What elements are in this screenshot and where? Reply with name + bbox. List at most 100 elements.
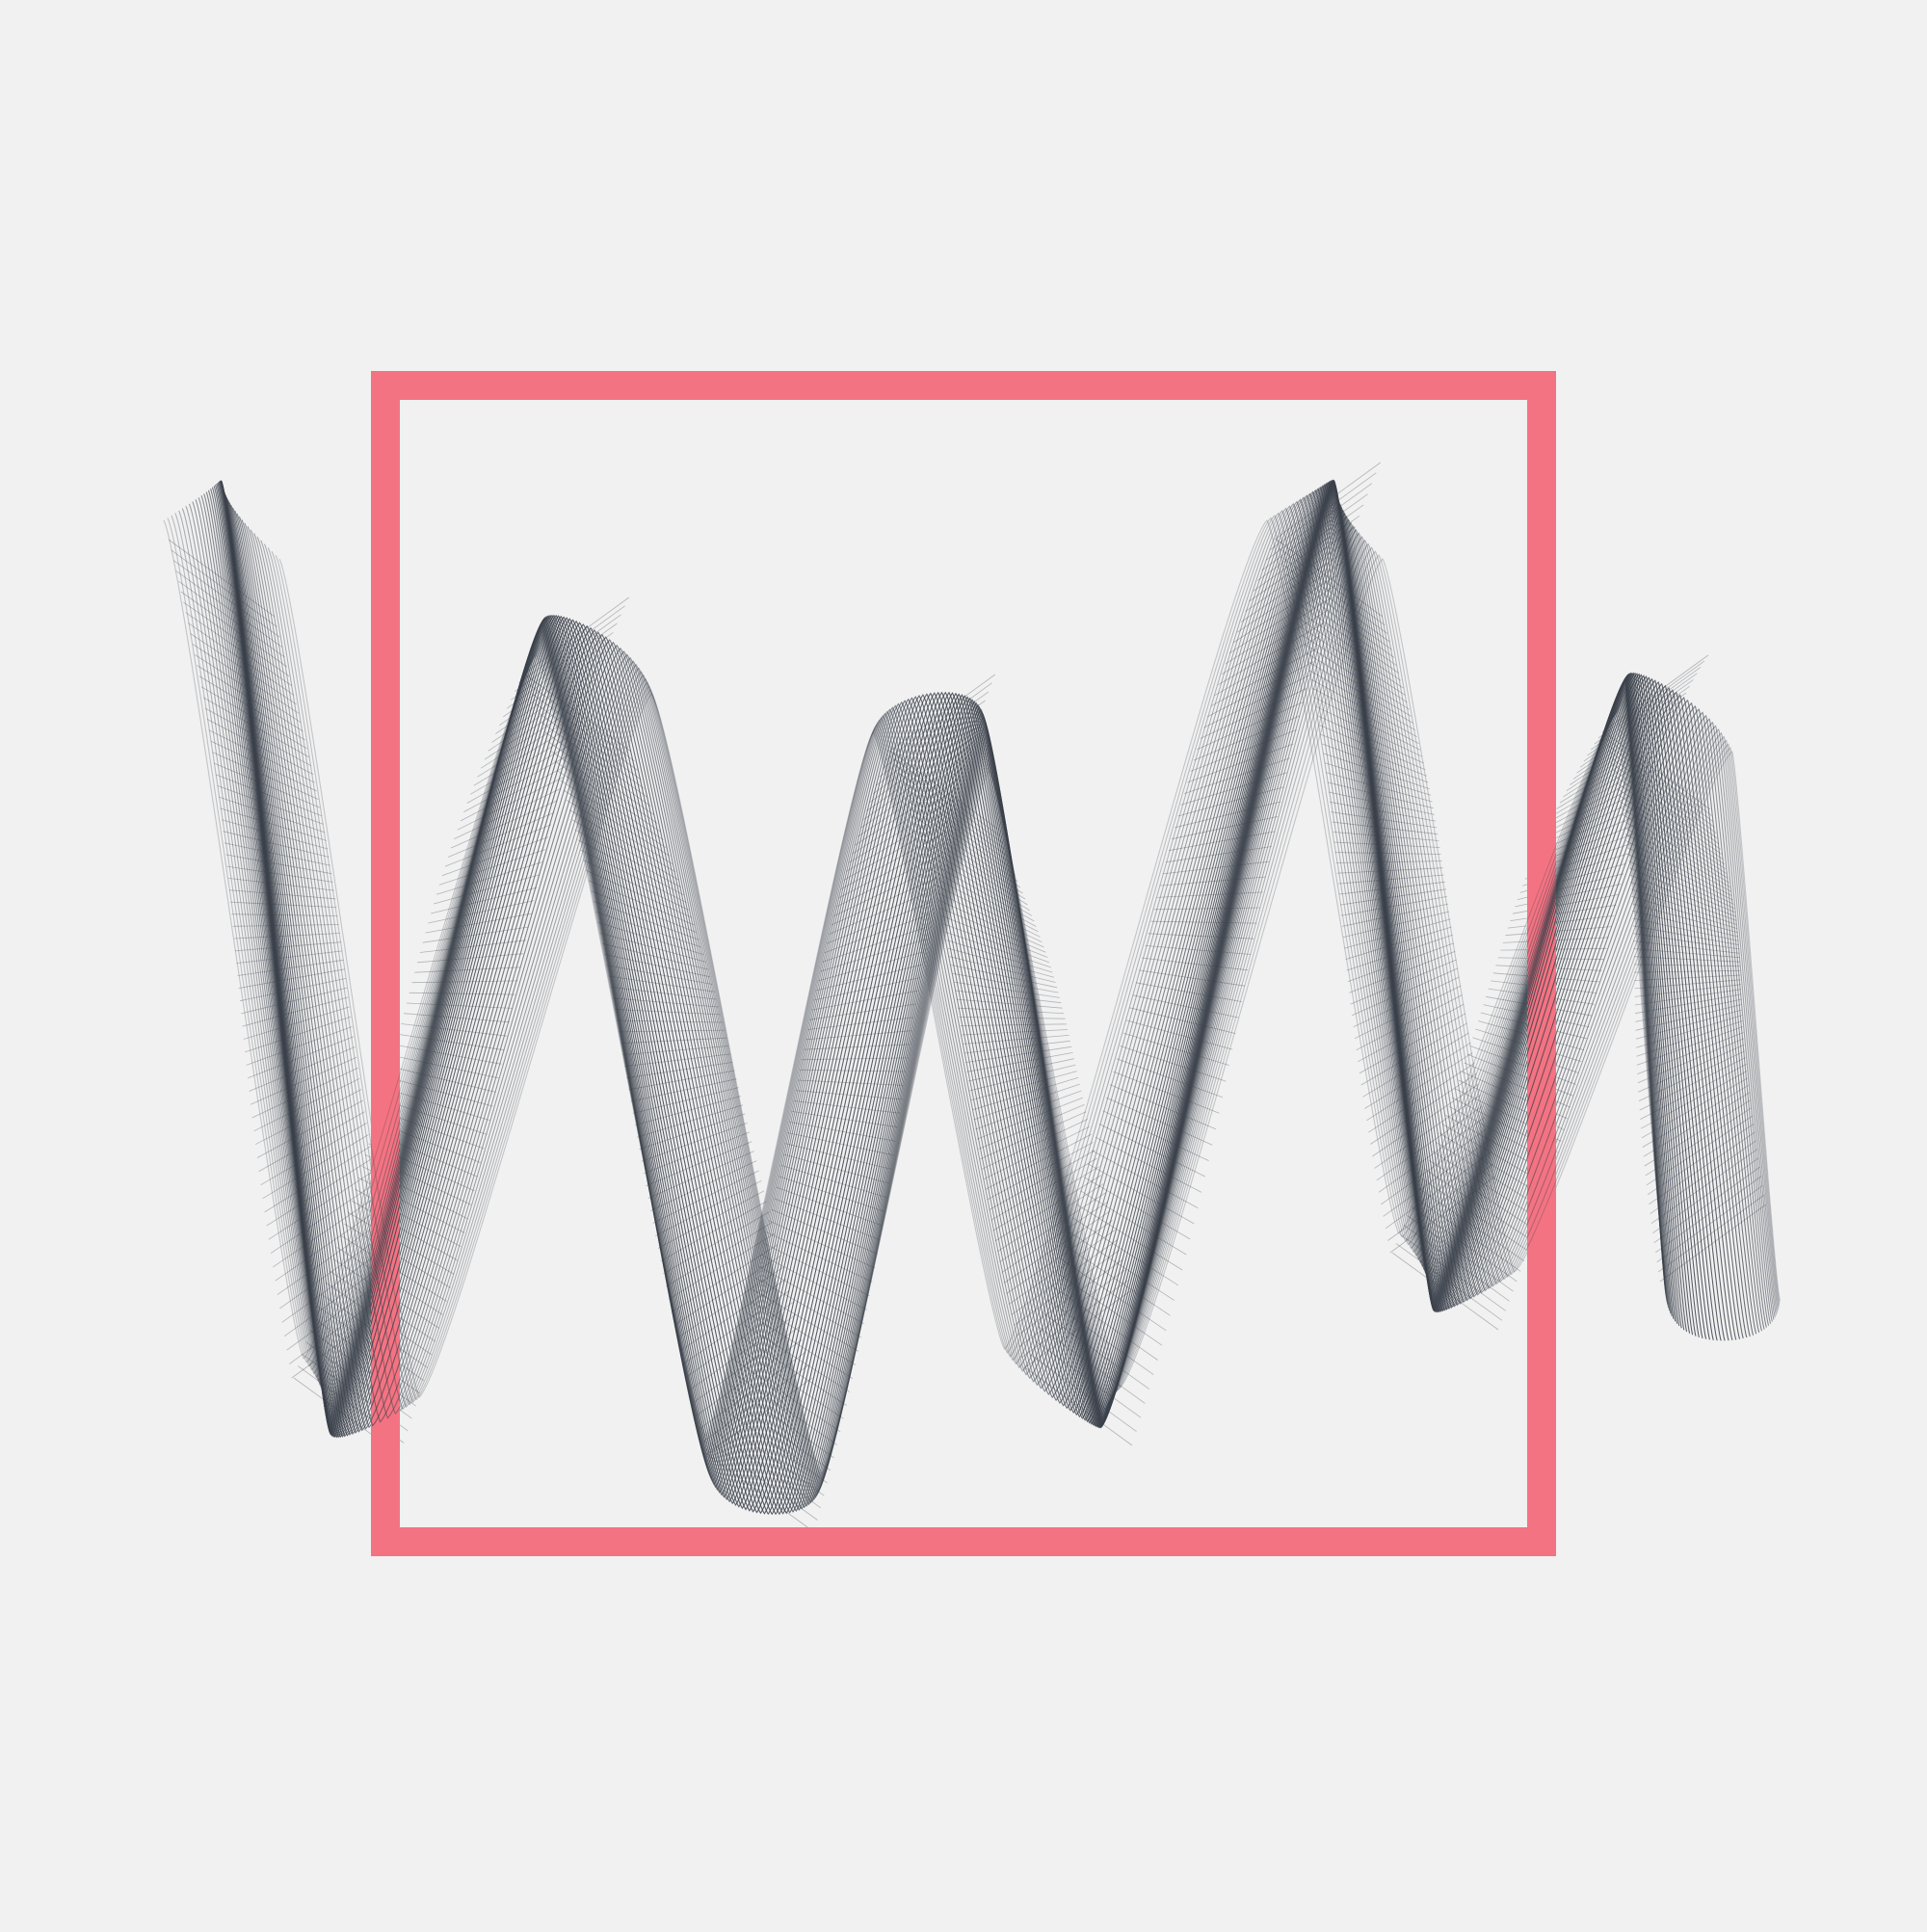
ribbon-hatch-line (236, 950, 343, 964)
ribbon-wire-line (221, 483, 1718, 1516)
ribbon-hatch-line (168, 539, 276, 618)
ribbon-hatch-line (628, 1070, 735, 1091)
square-frame-icon (371, 371, 1556, 1556)
ribbon-hatch-line (1098, 1124, 1205, 1178)
ribbon-hatch-line (624, 1053, 731, 1067)
ribbon-hatch-line (438, 849, 546, 886)
ribbon-hatch-line (395, 1045, 502, 1065)
ribbon-hatch-line (754, 1277, 862, 1338)
ribbon-hatch-line (791, 1111, 898, 1128)
ribbon-hatch-line (208, 729, 316, 783)
ribbon-hatch-line (1218, 622, 1325, 686)
ribbon-hatch-line (409, 992, 515, 995)
ribbon-hatch-line (1148, 933, 1254, 940)
ribbon-hatch-line (626, 1062, 733, 1079)
ribbon-hatch-line (970, 1071, 1077, 1101)
ribbon-hatch-line (1435, 1141, 1543, 1209)
ribbon-hatch-line (1079, 1190, 1187, 1256)
ribbon-hatch-line (807, 1017, 914, 1030)
ribbon-hatch-line (817, 951, 925, 982)
ribbon-hatch-line (634, 1096, 742, 1126)
ribbon-hatch-line (975, 1090, 1082, 1130)
ribbon-wire-line (275, 554, 1781, 1478)
ribbon-hatch-line (495, 660, 602, 734)
ribbon-wire-line (214, 484, 1676, 1496)
ribbon-hatch-line (872, 718, 980, 795)
ribbon-hatch-line (976, 1097, 1084, 1140)
ribbon-hatch-line (229, 889, 336, 900)
ribbon-hatch-line (819, 939, 927, 972)
ribbon-hatch-line (1611, 762, 1718, 839)
ribbon-hatch-line (838, 842, 945, 899)
ribbon-hatch-line (538, 712, 645, 789)
ribbon-hatch-line (604, 954, 711, 978)
ribbon-hatch-line (383, 1087, 490, 1122)
ribbon-hatch-line (1088, 1163, 1195, 1225)
ribbon-hatch-line (1197, 701, 1304, 751)
ribbon-hatch-line (226, 865, 333, 883)
ribbon-hatch-line (175, 570, 282, 648)
ribbon-hatch-line (317, 1306, 425, 1382)
ribbon-hatch-line (980, 1111, 1087, 1160)
ribbon-hatch-line (787, 1132, 894, 1156)
ribbon-wire-line (216, 482, 1678, 1498)
ribbon-hatch-line (983, 1125, 1090, 1180)
ribbon-hatch-line (909, 802, 1016, 876)
ribbon-hatch-line (386, 1076, 493, 1107)
ribbon-hatch-line (1359, 1013, 1466, 1074)
ribbon-hatch-line (232, 924, 339, 927)
ribbon-hatch-line (451, 800, 558, 849)
ribbon-hatch-line (389, 1066, 496, 1093)
ribbon-hatch-line (258, 1111, 365, 1172)
ribbon-hatch-line (268, 1170, 376, 1240)
ribbon-hatch-line (1360, 1022, 1467, 1086)
ribbon-hatch-line (1075, 1204, 1183, 1271)
ribbon-hatch-line (882, 691, 990, 769)
ribbon-hatch-line (1116, 1058, 1224, 1098)
ribbon-hatch-line (829, 889, 936, 935)
ribbon-hatch-line (1001, 1201, 1108, 1273)
ribbon-hatch-line (663, 1211, 770, 1275)
ribbon-hatch-line (1290, 591, 1397, 666)
ribbon-hatch-line (1351, 967, 1459, 1017)
ribbon-hatch-line (220, 807, 327, 841)
ribbon-hatch-line (1018, 1269, 1125, 1348)
ribbon-hatch-line (590, 890, 698, 934)
ribbon-hatch-line (1356, 994, 1463, 1051)
ribbon-hatch-line (809, 1003, 916, 1020)
ribbon-hatch-line (964, 1040, 1070, 1054)
ribbon-wire-line (222, 487, 1729, 1516)
ribbon-hatch-line (683, 1289, 790, 1364)
ribbon-hatch-line (960, 1023, 1067, 1026)
ribbon-hatch-line (1240, 549, 1348, 622)
ribbon-hatch-line (1385, 1151, 1492, 1230)
ribbon-wire-line (217, 482, 1680, 1500)
ribbon-hatch-line (588, 880, 695, 926)
ribbon-hatch-line (641, 1123, 748, 1162)
ribbon-hatch-line (1011, 1239, 1118, 1315)
ribbon-hatch-line (1538, 796, 1646, 847)
ribbon-hatch-line (1221, 609, 1329, 675)
ribbon-hatch-line (473, 721, 581, 786)
ribbon-hatch-line (1084, 1177, 1191, 1240)
ribbon-wire-line (221, 480, 1703, 1513)
ribbon-hatch-line (1591, 673, 1698, 751)
ribbon-hatch-line (1633, 956, 1740, 963)
ribbon-hatch-line (966, 1052, 1073, 1072)
ribbon-hatch-line (277, 1220, 384, 1295)
ribbon-hatch-line (411, 980, 518, 984)
ribbon-hatch-line (622, 1045, 729, 1055)
ribbon-wire-line (225, 496, 1748, 1512)
ribbon-hatch-line (693, 1326, 800, 1404)
ribbon-hatch-line (1335, 860, 1442, 863)
ribbon-hatch-line (447, 812, 555, 858)
wireframe-ribbon-icon (163, 479, 1781, 1516)
ribbon-hatch-line (1378, 1117, 1486, 1193)
ribbon-hatch-line (470, 731, 577, 795)
ribbon-hatch-line (428, 900, 535, 924)
ribbon-hatch-line (1649, 1131, 1755, 1205)
ribbon-wire-line (222, 485, 1726, 1516)
ribbon-hatch-line (1634, 969, 1741, 973)
ribbon-hatch-line (190, 633, 297, 705)
